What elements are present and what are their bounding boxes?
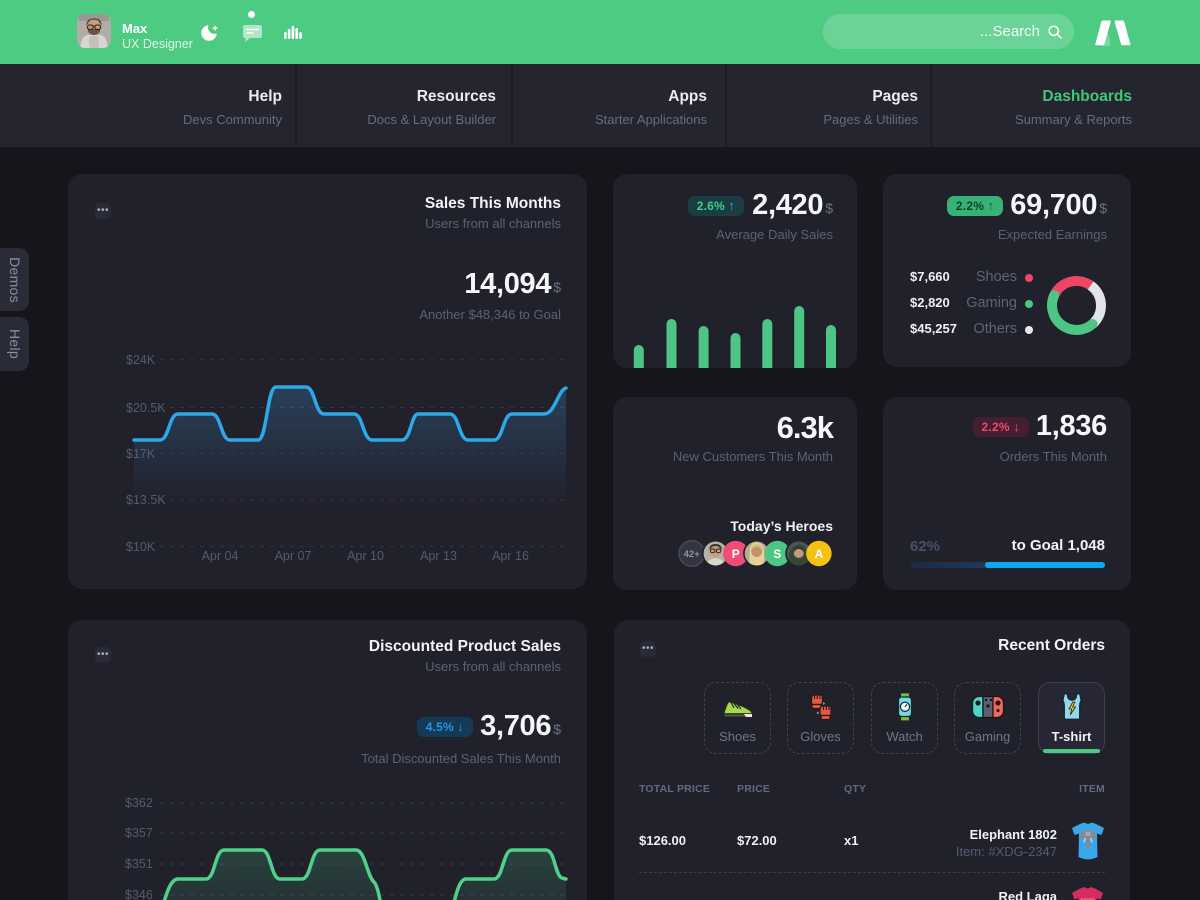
svg-text:$10K: $10K	[126, 540, 156, 554]
svg-text:S: S	[773, 547, 781, 561]
svg-text:Apr 10: Apr 10	[347, 549, 384, 563]
svg-text:Apr 16: Apr 16	[492, 549, 529, 563]
svg-text:$357: $357	[125, 826, 153, 840]
svg-text:A: A	[815, 547, 824, 561]
svg-text:$24K: $24K	[126, 353, 156, 367]
svg-text:$346: $346	[125, 888, 153, 900]
svg-text:$20.5K: $20.5K	[126, 401, 166, 415]
svg-text:Apr 07: Apr 07	[275, 549, 312, 563]
svg-text:P: P	[732, 547, 740, 561]
svg-text:Apr 04: Apr 04	[202, 549, 239, 563]
svg-text:Apr 13: Apr 13	[420, 549, 457, 563]
svg-text:$351: $351	[125, 857, 153, 871]
svg-text:42+: 42+	[684, 549, 701, 560]
svg-text:$362: $362	[125, 796, 153, 810]
